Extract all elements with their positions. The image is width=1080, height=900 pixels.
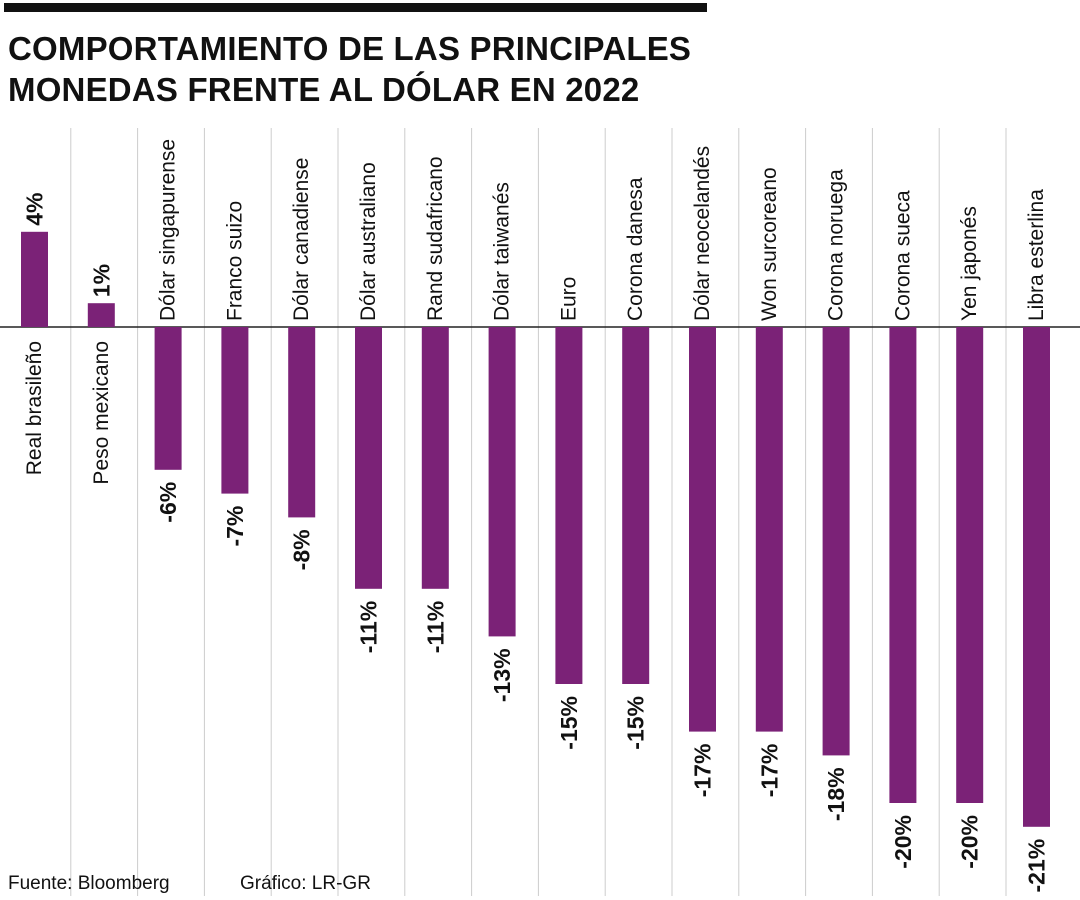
value-label: -17% [756, 744, 782, 798]
chart-title-line-2: MONEDAS FRENTE AL DÓLAR EN 2022 [8, 71, 640, 108]
bar [221, 327, 249, 494]
category-label: Corona noruega [825, 169, 848, 321]
source-note: Fuente: Bloomberg [8, 873, 170, 894]
value-label: -18% [823, 767, 849, 821]
value-label: -11% [356, 601, 382, 653]
category-label: Libra esterlina [1025, 189, 1048, 321]
bar [889, 327, 917, 803]
value-label: -6% [155, 482, 181, 523]
value-label: -17% [690, 744, 716, 798]
value-label: -20% [890, 815, 916, 869]
bar [822, 327, 850, 756]
value-label: -8% [289, 529, 315, 570]
bar [555, 327, 583, 684]
bar [488, 327, 516, 637]
value-label: -15% [623, 696, 649, 750]
bar [21, 231, 48, 327]
value-label: 1% [88, 264, 114, 297]
bar [421, 327, 449, 589]
category-label: Yen japonés [958, 206, 981, 321]
category-label: Won surcoreano [758, 167, 781, 321]
value-label: -7% [222, 506, 248, 547]
category-label: Franco suizo [223, 201, 246, 321]
category-label: Corona sueca [891, 190, 914, 321]
category-label: Corona danesa [624, 177, 647, 321]
bar-layer [21, 231, 1050, 827]
top-rule [4, 3, 707, 12]
value-label: -21% [1024, 839, 1050, 893]
category-label: Rand sudafricano [424, 156, 447, 321]
chart-title-line-1: COMPORTAMIENTO DE LAS PRINCIPALES [8, 30, 692, 67]
value-label: 4% [22, 193, 48, 226]
bar [956, 327, 984, 803]
category-label: Dólar taiwanés [491, 182, 514, 321]
bar [755, 327, 783, 732]
graphic-credit: Gráfico: LR-GR [240, 873, 371, 894]
value-label: -20% [957, 815, 983, 869]
category-label: Dólar singapurense [157, 139, 180, 321]
value-label: -15% [556, 696, 582, 750]
bar [622, 327, 650, 684]
category-label: Dólar australiano [357, 162, 380, 321]
category-label: Dólar neocelandés [691, 146, 714, 321]
category-label: Dólar canadiense [290, 158, 313, 321]
bar [154, 327, 182, 470]
label-layer: 4% Real brasileño 1% Peso mexicano -6% Dólar … [22, 139, 1050, 893]
bar [288, 327, 316, 518]
bar [1023, 327, 1050, 827]
bar [87, 303, 115, 327]
category-label: Euro [557, 277, 580, 321]
category-label: Real brasileño [23, 341, 46, 475]
value-label: -11% [422, 601, 448, 653]
chart-title: COMPORTAMIENTO DE LAS PRINCIPALES MONEDA… [8, 28, 768, 110]
bar [355, 327, 382, 589]
bar [689, 327, 716, 732]
category-label: Peso mexicano [90, 341, 113, 485]
value-label: -13% [489, 648, 515, 702]
